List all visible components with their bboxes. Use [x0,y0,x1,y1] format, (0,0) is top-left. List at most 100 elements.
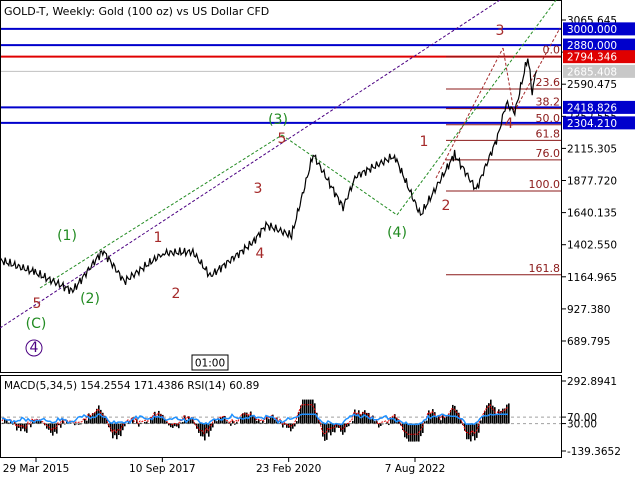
macd-bar [408,423,410,442]
macd-bar [406,423,408,439]
macd-bar [334,423,336,433]
level-price-box [563,64,635,78]
macd-bar [12,423,14,425]
macd-bar [62,420,64,424]
macd-bar [376,421,378,424]
macd-bar [250,411,252,424]
level-price-box [563,38,635,52]
time-axis-label: 10 Sep 2017 [129,463,196,475]
macd-bar [204,423,206,441]
wave-path-line [281,134,398,216]
macd-bar [6,420,8,424]
channel-line [396,0,557,216]
macd-bar [324,423,326,441]
macd-bar [444,417,446,424]
macd-bar [24,423,26,432]
macd-bar [76,423,78,425]
macd-bar [438,415,440,424]
macd-bar [348,423,350,427]
macd-bar [166,421,168,424]
macd-bar [20,423,22,432]
fib-level-label: 61.8 [536,127,561,140]
macd-bar [484,410,486,424]
macd-bar [386,422,388,424]
macd-bar [480,420,482,424]
fib-level-label: 161.8 [529,262,561,275]
macd-bar [336,423,338,428]
macd-bar [426,420,428,424]
macd-bar [162,414,164,424]
macd-bar [148,423,150,424]
macd-bar [154,411,156,424]
macd-bar [454,405,456,424]
price-axis-label: 689.795 [567,336,610,348]
macd-bar [434,412,436,424]
macd-bar [462,423,464,425]
macd-bar [272,414,274,424]
macd-bar [172,423,174,428]
macd-bar [382,423,384,425]
macd-bar [176,423,178,427]
macd-bar [160,413,162,424]
macd-bar [308,399,310,424]
macd-bar [102,412,104,424]
wave-label: 2 [442,198,451,214]
macd-bar [284,423,286,425]
macd-bar [268,419,270,424]
macd-bar [282,423,284,428]
macd-bar [316,412,318,424]
macd-bar [478,423,480,433]
macd-bar [422,423,424,433]
macd-bar [346,423,348,428]
wave-label: 4 [256,246,265,262]
macd-bar [252,415,254,424]
price-series-line [0,58,537,295]
macd-bar [78,423,80,425]
macd-bar [52,423,54,436]
macd-bar [296,421,298,424]
macd-bar [294,423,296,427]
macd-bar [156,416,158,424]
macd-bar [60,423,62,428]
macd-bar [218,419,220,424]
wave-label: 5 [278,131,287,147]
price-axis-label: 1877.720 [567,176,617,188]
macd-bar [402,423,404,431]
macd-bar [436,417,438,424]
wave-label: 3 [496,23,505,39]
macd-bar [270,417,272,424]
fib-level-label: 50.0 [536,112,561,125]
macd-bar [392,417,394,424]
macd-bar [144,421,146,424]
macd-bar [482,415,484,424]
macd-bar [8,422,10,424]
macd-bar [64,423,66,425]
macd-bar [488,403,490,424]
wave-label: 4 [505,116,514,132]
macd-bar [50,423,52,433]
macd-bar [46,423,48,429]
macd-bar [304,399,306,424]
indicator-panel-frame [0,375,562,458]
macd-bar [356,413,358,424]
wave-path-line [435,47,504,179]
macd-bar [232,420,234,424]
wave-label: 5 [33,296,42,312]
macd-bar [446,416,448,424]
macd-bar [122,423,124,431]
macd-bar [190,419,192,424]
time-axis-label: 7 Aug 2022 [385,463,446,475]
macd-bar [168,423,170,426]
level-price-label: 2304.210 [567,118,617,130]
macd-bar [374,421,376,424]
macd-bar [132,417,134,424]
macd-bar [292,423,294,429]
macd-bar [214,419,216,424]
wave-label: 1 [154,230,163,246]
macd-bar [258,419,260,424]
price-axis-label: 927.380 [567,304,610,316]
macd-bar [56,423,58,434]
macd-bar [104,415,106,424]
